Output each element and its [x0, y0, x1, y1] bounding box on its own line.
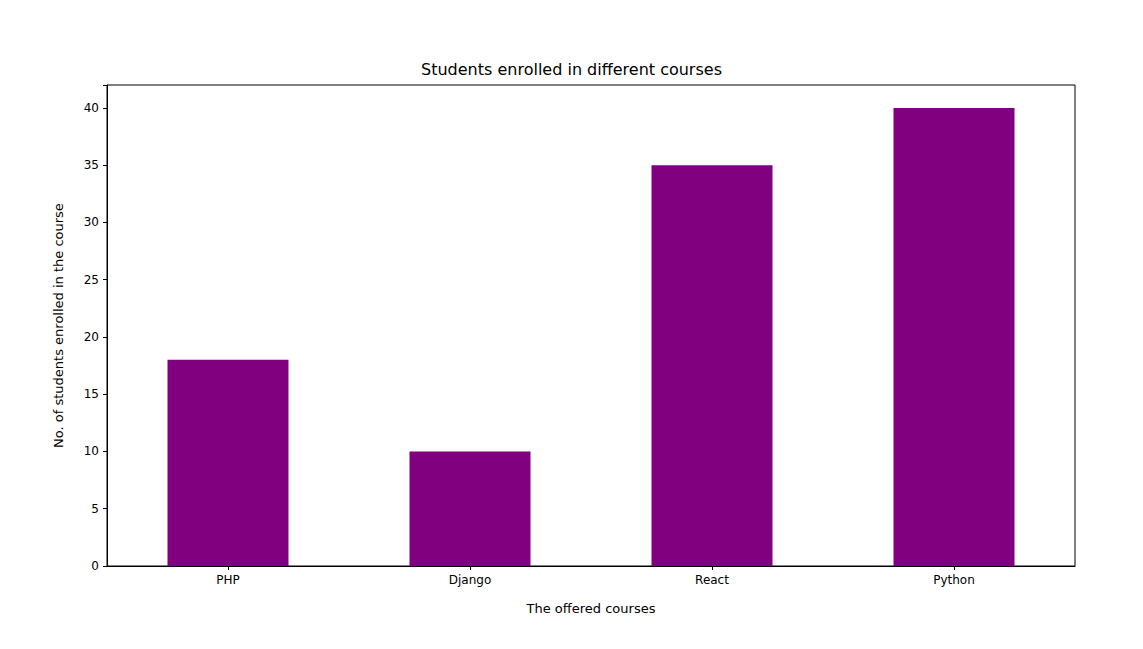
svg-text:20: 20	[84, 330, 99, 344]
svg-text:5: 5	[91, 502, 99, 516]
svg-text:Python: Python	[933, 573, 975, 587]
svg-text:The offered courses: The offered courses	[526, 601, 656, 616]
svg-text:15: 15	[84, 387, 99, 401]
svg-text:PHP: PHP	[216, 573, 240, 587]
svg-text:Django: Django	[449, 573, 492, 587]
svg-text:No. of students enrolled in th: No. of students enrolled in the course	[51, 203, 66, 448]
svg-text:Students enrolled in different: Students enrolled in different courses	[421, 60, 722, 79]
svg-text:React: React	[695, 573, 729, 587]
svg-text:10: 10	[84, 444, 99, 458]
svg-text:0: 0	[91, 559, 99, 573]
svg-text:25: 25	[84, 273, 99, 287]
svg-text:40: 40	[84, 101, 99, 115]
svg-text:30: 30	[84, 215, 99, 229]
svg-text:35: 35	[84, 158, 99, 172]
